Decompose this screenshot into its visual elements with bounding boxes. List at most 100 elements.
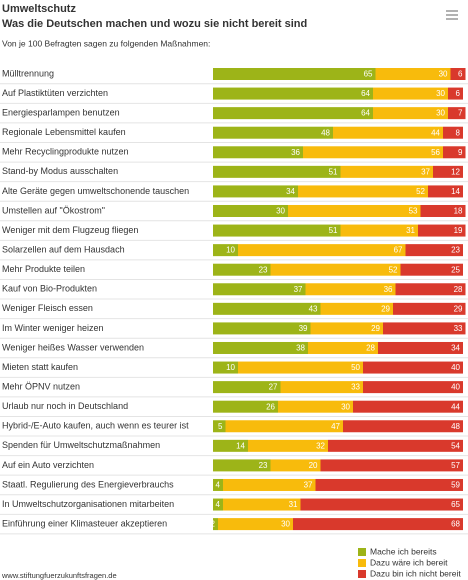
category-label: Urlaub nur noch in Deutschland xyxy=(2,401,128,411)
legend-swatch xyxy=(358,570,366,578)
bar-segment xyxy=(223,498,301,511)
value-label: 44 xyxy=(451,402,460,411)
bar-segment xyxy=(418,224,466,237)
legend-label: Dazu bin ich nicht bereit xyxy=(370,568,461,578)
chart-note: Von je 100 Befragten sagen zu folgenden … xyxy=(2,38,210,48)
value-label: 28 xyxy=(366,344,375,353)
value-label: 2 xyxy=(211,520,216,529)
bar-segment xyxy=(278,400,353,413)
bar-segment xyxy=(383,322,466,335)
bar-segment xyxy=(213,498,223,511)
category-label: Umstellen auf "Ökostrom" xyxy=(2,205,105,215)
value-label: 65 xyxy=(451,500,460,509)
bar-segment xyxy=(298,185,428,198)
value-label: 25 xyxy=(451,265,460,274)
value-label: 12 xyxy=(451,167,460,176)
bar-segment xyxy=(363,381,463,394)
value-label: 14 xyxy=(451,187,460,196)
source: www.stiftungfuerzukunftsfragen.de xyxy=(1,571,117,580)
category-label: Auf Plastiktüten verzichten xyxy=(2,88,108,98)
bar-segment xyxy=(238,244,406,257)
value-label: 34 xyxy=(451,344,460,353)
bar-segment xyxy=(293,518,463,531)
category-label: Hybrid-/E-Auto kaufen, auch wenn es teur… xyxy=(2,421,189,431)
value-label: 64 xyxy=(361,109,370,118)
bar-segment xyxy=(303,146,443,159)
bar-segment xyxy=(270,263,401,276)
value-label: 4 xyxy=(216,500,221,509)
bar-segment xyxy=(308,341,378,354)
menu-icon[interactable] xyxy=(446,10,458,20)
value-label: 19 xyxy=(454,226,463,235)
value-label: 68 xyxy=(451,520,460,529)
value-label: 32 xyxy=(316,441,325,450)
category-label: Regionale Lebensmittel kaufen xyxy=(2,127,126,137)
bar-segment xyxy=(238,361,363,374)
value-label: 44 xyxy=(431,128,440,137)
category-label: Einführung einer Klimasteuer akzeptieren xyxy=(2,518,167,528)
bar-segment xyxy=(433,165,463,178)
value-label: 18 xyxy=(454,207,463,216)
bar-segment xyxy=(340,224,418,237)
value-label: 28 xyxy=(454,285,463,294)
category-label: Weniger heißes Wasser verwenden xyxy=(2,342,144,352)
value-label: 48 xyxy=(451,422,460,431)
value-label: 57 xyxy=(451,461,460,470)
category-label: Spenden für Umweltschutzmaßnahmen xyxy=(2,440,160,450)
value-label: 31 xyxy=(406,226,415,235)
bar-segment xyxy=(213,263,271,276)
bar-segment xyxy=(213,518,218,531)
value-label: 37 xyxy=(304,481,313,490)
value-label: 5 xyxy=(218,422,223,431)
value-label: 53 xyxy=(409,207,418,216)
bar-segment xyxy=(213,165,341,178)
bar-segment xyxy=(213,204,288,217)
chart-title: Umweltschutz xyxy=(2,3,76,15)
bar-segment xyxy=(213,420,226,433)
bar-segment xyxy=(213,439,248,452)
value-label: 40 xyxy=(451,383,460,392)
value-label: 6 xyxy=(456,89,461,98)
bar-segment xyxy=(320,302,393,315)
value-label: 33 xyxy=(351,383,360,392)
legend-swatch xyxy=(358,548,366,556)
value-label: 14 xyxy=(236,441,245,450)
category-label: Stand-by Modus ausschalten xyxy=(2,166,118,176)
value-label: 38 xyxy=(296,344,305,353)
bar-segment xyxy=(213,87,373,100)
category-label: Im Winter weniger heizen xyxy=(2,323,104,333)
value-label: 29 xyxy=(454,304,463,313)
value-label: 30 xyxy=(281,520,290,529)
category-label: Auf ein Auto verzichten xyxy=(2,460,94,470)
bar-segment xyxy=(420,204,466,217)
bar-segment xyxy=(395,283,466,296)
bar-segment xyxy=(213,361,238,374)
bar-segment xyxy=(248,439,328,452)
value-label: 52 xyxy=(416,187,425,196)
bar-segment xyxy=(378,341,463,354)
value-label: 65 xyxy=(364,70,373,79)
bar-segment xyxy=(328,439,463,452)
bar-segment xyxy=(213,146,303,159)
value-label: 8 xyxy=(456,128,461,137)
bar-segment xyxy=(218,518,293,531)
bar-segment xyxy=(225,420,343,433)
value-label: 9 xyxy=(458,148,463,157)
value-label: 30 xyxy=(341,402,350,411)
bar-segment xyxy=(213,107,373,120)
bar-segment xyxy=(213,341,308,354)
value-label: 47 xyxy=(331,422,340,431)
category-label: In Umweltschutzorganisationen mitarbeite… xyxy=(2,499,174,509)
bar-segment xyxy=(393,302,466,315)
bar-segment xyxy=(373,107,448,120)
category-label: Mehr Recyclingprodukte nutzen xyxy=(2,147,129,157)
value-label: 4 xyxy=(216,481,221,490)
category-label: Mehr Produkte teilen xyxy=(2,264,85,274)
category-label: Solarzellen auf dem Hausdach xyxy=(2,245,125,255)
bar-segment xyxy=(448,87,463,100)
value-label: 23 xyxy=(259,461,268,470)
value-label: 33 xyxy=(454,324,463,333)
category-label: Mülltrennung xyxy=(2,68,54,78)
bar-segment xyxy=(428,185,463,198)
